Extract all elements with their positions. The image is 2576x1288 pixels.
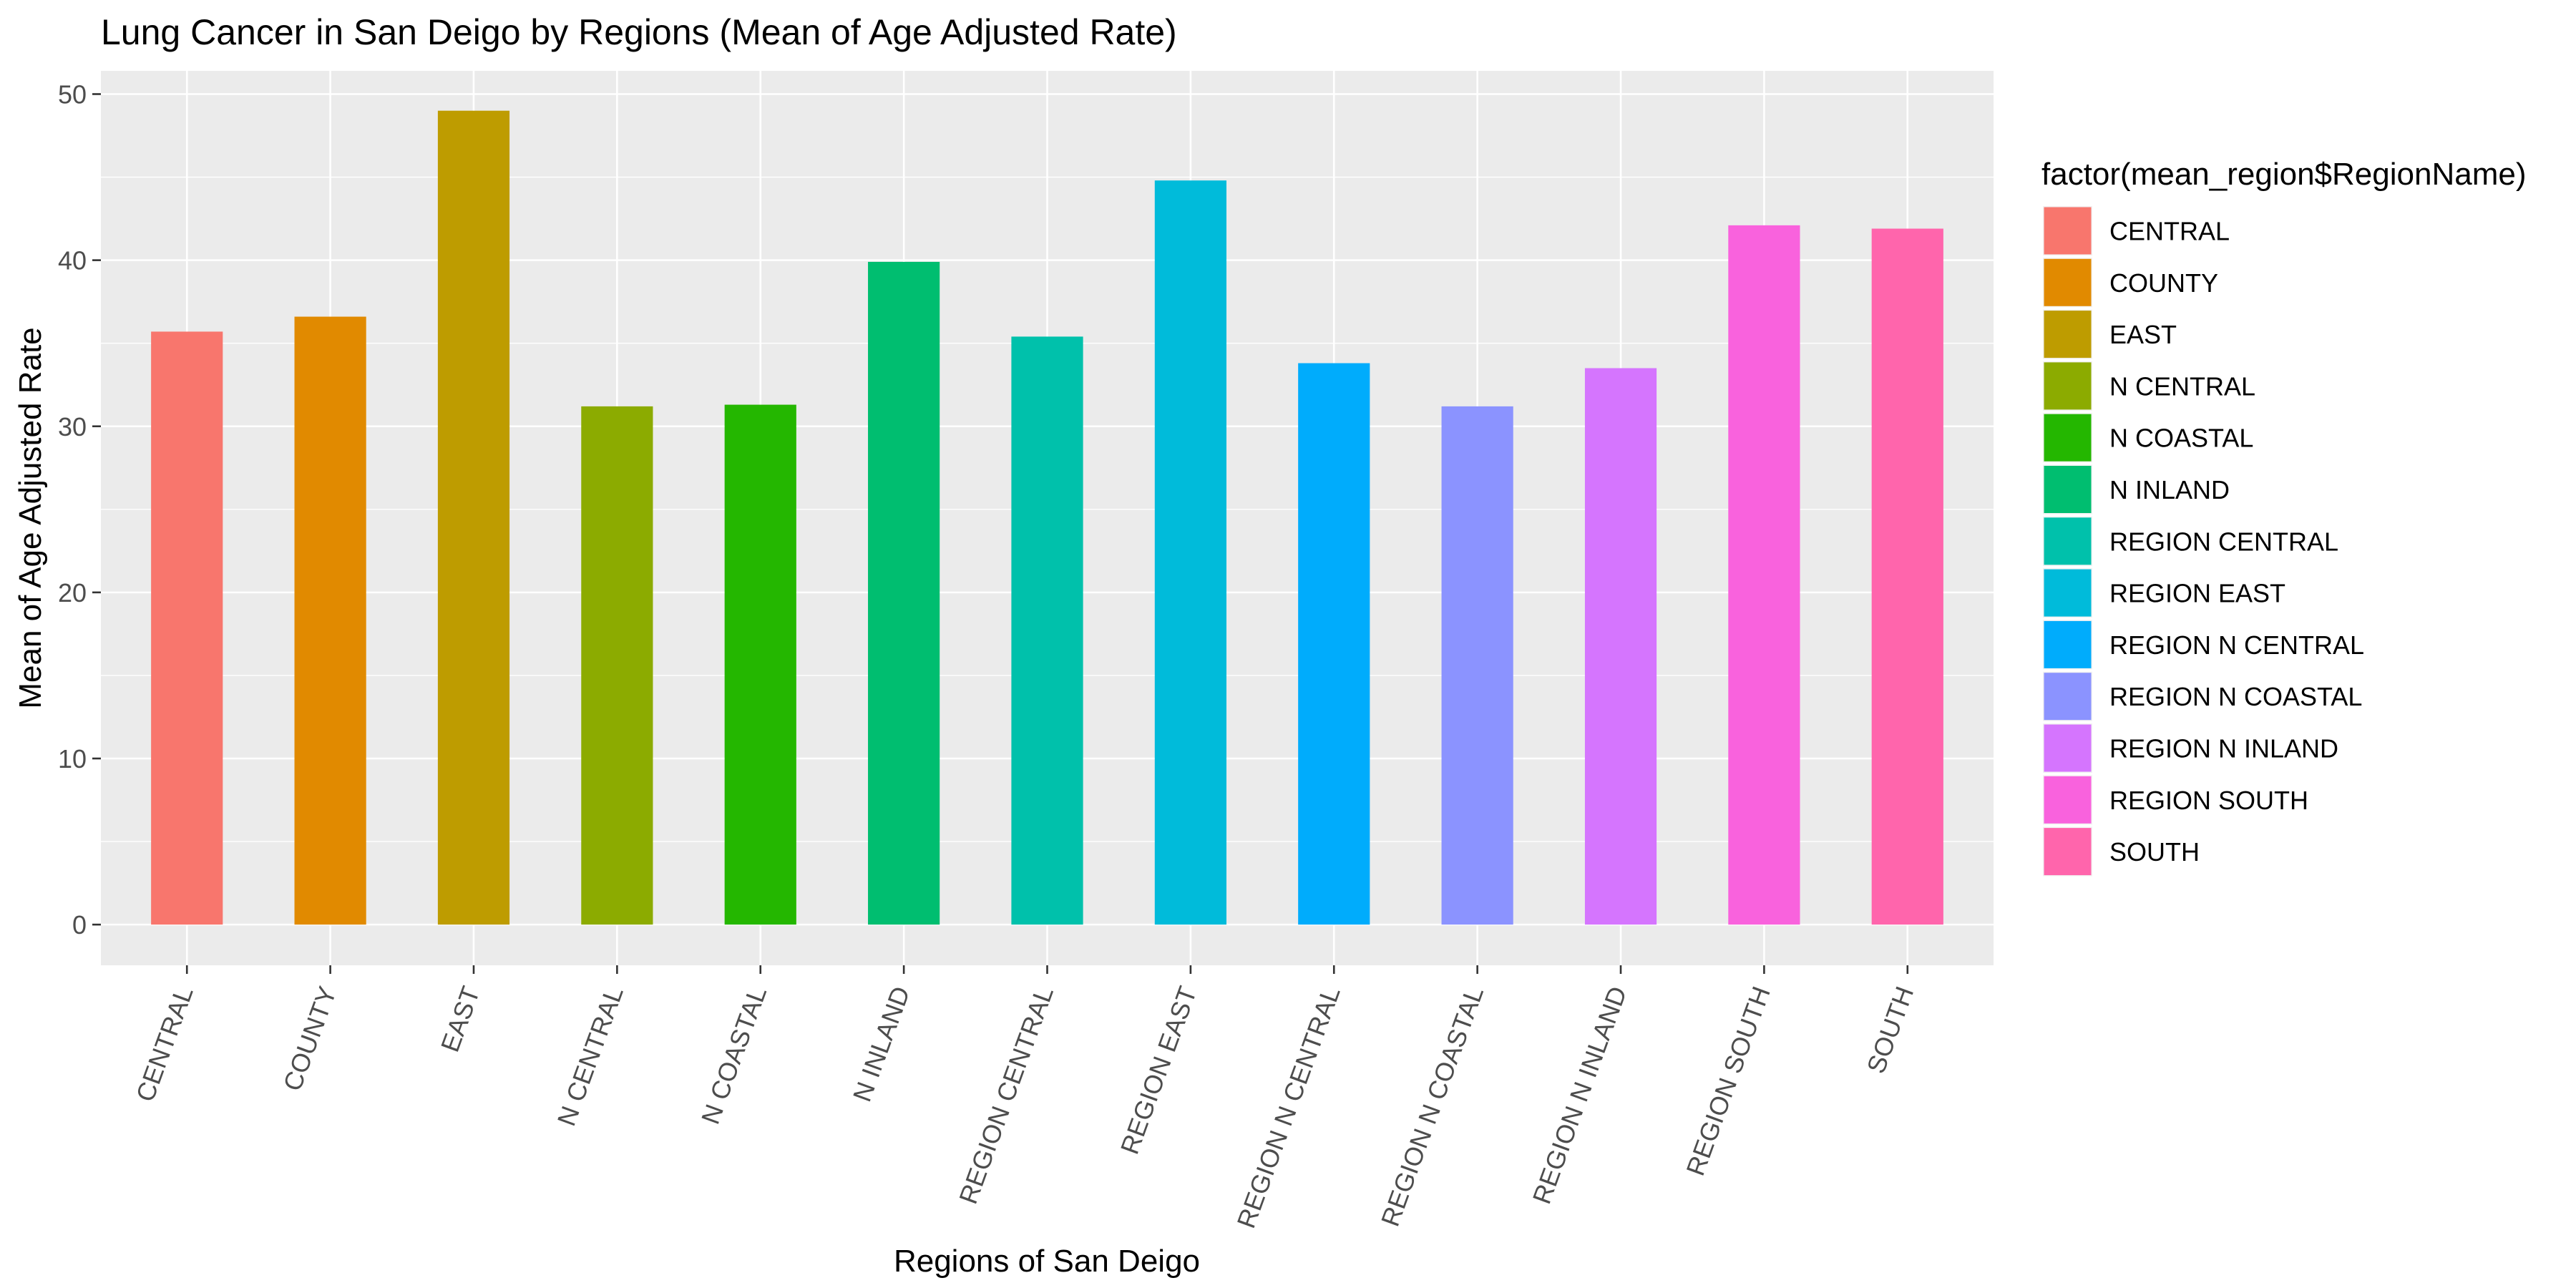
legend-items: CENTRAL COUNTY EAST N CENTRAL N COASTAL N INL… — [2043, 206, 2364, 877]
legend-swatch — [2044, 311, 2092, 358]
bar-n-central — [581, 406, 653, 925]
legend-swatch — [2044, 517, 2092, 565]
legend-label: REGION N CENTRAL — [2109, 630, 2364, 660]
legend-label: N CENTRAL — [2109, 371, 2255, 401]
bar-region-central — [1011, 336, 1083, 925]
legend-swatch — [2044, 414, 2092, 462]
legend-label: REGION EAST — [2109, 579, 2285, 608]
x-tick-label: COUNTY — [278, 982, 343, 1095]
bar-n-inland — [868, 261, 940, 925]
y-tick-label: 50 — [58, 79, 87, 109]
legend-label: REGION N INLAND — [2109, 734, 2338, 763]
y-tick-label: 20 — [58, 578, 87, 608]
bar-region-n-central — [1298, 363, 1370, 925]
bar-region-n-coastal — [1441, 406, 1513, 925]
legend-swatch — [2044, 828, 2092, 876]
bars — [151, 110, 1943, 925]
legend-label: REGION N COASTAL — [2109, 682, 2362, 711]
x-tick-label: EAST — [435, 982, 486, 1055]
x-tick-label: REGION N CENTRAL — [1231, 982, 1345, 1232]
legend-label: EAST — [2109, 320, 2177, 349]
legend-label: N INLAND — [2109, 475, 2230, 504]
legend-label: REGION CENTRAL — [2109, 527, 2338, 556]
legend-swatch — [2044, 724, 2092, 772]
x-tick-label: N INLAND — [847, 982, 916, 1106]
legend-label: CENTRAL — [2109, 217, 2230, 246]
bar-n-coastal — [724, 404, 796, 925]
bar-region-n-inland — [1584, 368, 1657, 925]
y-tick-label: 0 — [72, 910, 87, 940]
legend-swatch — [2044, 207, 2092, 255]
x-tick-label: REGION SOUTH — [1680, 982, 1776, 1179]
bar-east — [437, 110, 510, 925]
x-tick-label: SOUTH — [1861, 982, 1920, 1077]
legend-swatch — [2044, 620, 2092, 668]
x-tick-label: N COASTAL — [696, 982, 772, 1128]
y-tick-label: 40 — [58, 246, 87, 275]
legend-label: N COASTAL — [2109, 424, 2253, 453]
bar-region-east — [1154, 180, 1226, 925]
bar-south — [1871, 228, 1943, 925]
y-axis-title: Mean of Age Adjusted Rate — [13, 327, 48, 708]
legend-swatch — [2044, 258, 2092, 306]
y-tick-label: 10 — [58, 744, 87, 774]
x-tick-label: CENTRAL — [130, 982, 199, 1106]
bar-region-south — [1728, 225, 1800, 925]
x-tick-label: REGION N COASTAL — [1375, 982, 1489, 1230]
x-tick-label: REGION N INLAND — [1526, 982, 1632, 1208]
x-tick-label: REGION CENTRAL — [953, 982, 1059, 1208]
bar-county — [294, 316, 366, 925]
legend-swatch — [2044, 673, 2092, 721]
x-tick-label: N CENTRAL — [552, 982, 629, 1130]
x-axis: CENTRAL COUNTY EAST N CENTRAL N COASTAL N INL… — [130, 965, 1920, 1232]
y-tick-label: 30 — [58, 412, 87, 441]
legend-label: COUNTY — [2109, 268, 2218, 298]
x-tick-label: REGION EAST — [1115, 982, 1203, 1158]
x-axis-title: Regions of San Deigo — [894, 1244, 1200, 1279]
chart-title: Lung Cancer in San Deigo by Regions (Mea… — [101, 12, 1177, 52]
legend-swatch — [2044, 569, 2092, 617]
legend: factor(mean_region$RegionName) CENTRAL CO… — [2041, 157, 2526, 877]
legend-label: REGION SOUTH — [2109, 786, 2308, 815]
bar-central — [151, 331, 223, 925]
legend-swatch — [2044, 776, 2092, 824]
legend-swatch — [2044, 362, 2092, 410]
legend-swatch — [2044, 466, 2092, 513]
y-axis: 0 10 20 30 40 50 — [58, 79, 101, 940]
legend-label: SOUTH — [2109, 837, 2200, 867]
legend-title: factor(mean_region$RegionName) — [2041, 157, 2526, 192]
